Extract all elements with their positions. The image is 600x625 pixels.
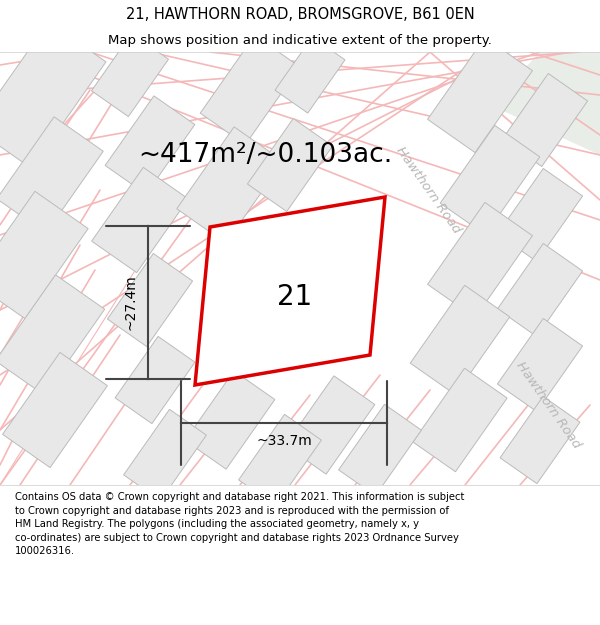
Polygon shape <box>107 254 193 346</box>
Text: 21: 21 <box>277 283 313 311</box>
Polygon shape <box>497 169 583 261</box>
Polygon shape <box>413 368 507 472</box>
Polygon shape <box>285 376 375 474</box>
Polygon shape <box>105 96 195 194</box>
Polygon shape <box>124 409 206 501</box>
Polygon shape <box>0 275 104 395</box>
Polygon shape <box>239 414 322 506</box>
Polygon shape <box>92 168 188 272</box>
Polygon shape <box>490 52 600 155</box>
Polygon shape <box>115 336 195 424</box>
Text: ~33.7m: ~33.7m <box>256 434 312 448</box>
Text: Map shows position and indicative extent of the property.: Map shows position and indicative extent… <box>108 34 492 47</box>
Polygon shape <box>497 244 583 336</box>
Polygon shape <box>497 319 583 411</box>
Polygon shape <box>275 37 345 113</box>
Polygon shape <box>195 197 385 385</box>
Polygon shape <box>500 396 580 484</box>
Text: Hawthorn Road: Hawthorn Road <box>513 359 583 451</box>
Text: 21, HAWTHORN ROAD, BROMSGROVE, B61 0EN: 21, HAWTHORN ROAD, BROMSGROVE, B61 0EN <box>125 7 475 22</box>
Polygon shape <box>200 36 300 144</box>
Polygon shape <box>247 119 332 211</box>
Polygon shape <box>2 352 107 468</box>
Polygon shape <box>428 38 532 152</box>
Polygon shape <box>177 127 283 243</box>
Text: ~417m²/~0.103ac.: ~417m²/~0.103ac. <box>138 142 392 168</box>
Polygon shape <box>91 33 169 117</box>
Polygon shape <box>0 191 88 319</box>
Text: ~27.4m: ~27.4m <box>123 274 137 331</box>
Text: Hawthorn Road: Hawthorn Road <box>393 144 463 236</box>
Text: Contains OS data © Crown copyright and database right 2021. This information is : Contains OS data © Crown copyright and d… <box>15 492 464 556</box>
Polygon shape <box>0 117 103 233</box>
Polygon shape <box>0 22 106 168</box>
Polygon shape <box>185 371 275 469</box>
Polygon shape <box>502 74 587 166</box>
Polygon shape <box>428 202 532 318</box>
Polygon shape <box>440 126 540 234</box>
Polygon shape <box>338 404 421 496</box>
Polygon shape <box>410 286 510 394</box>
